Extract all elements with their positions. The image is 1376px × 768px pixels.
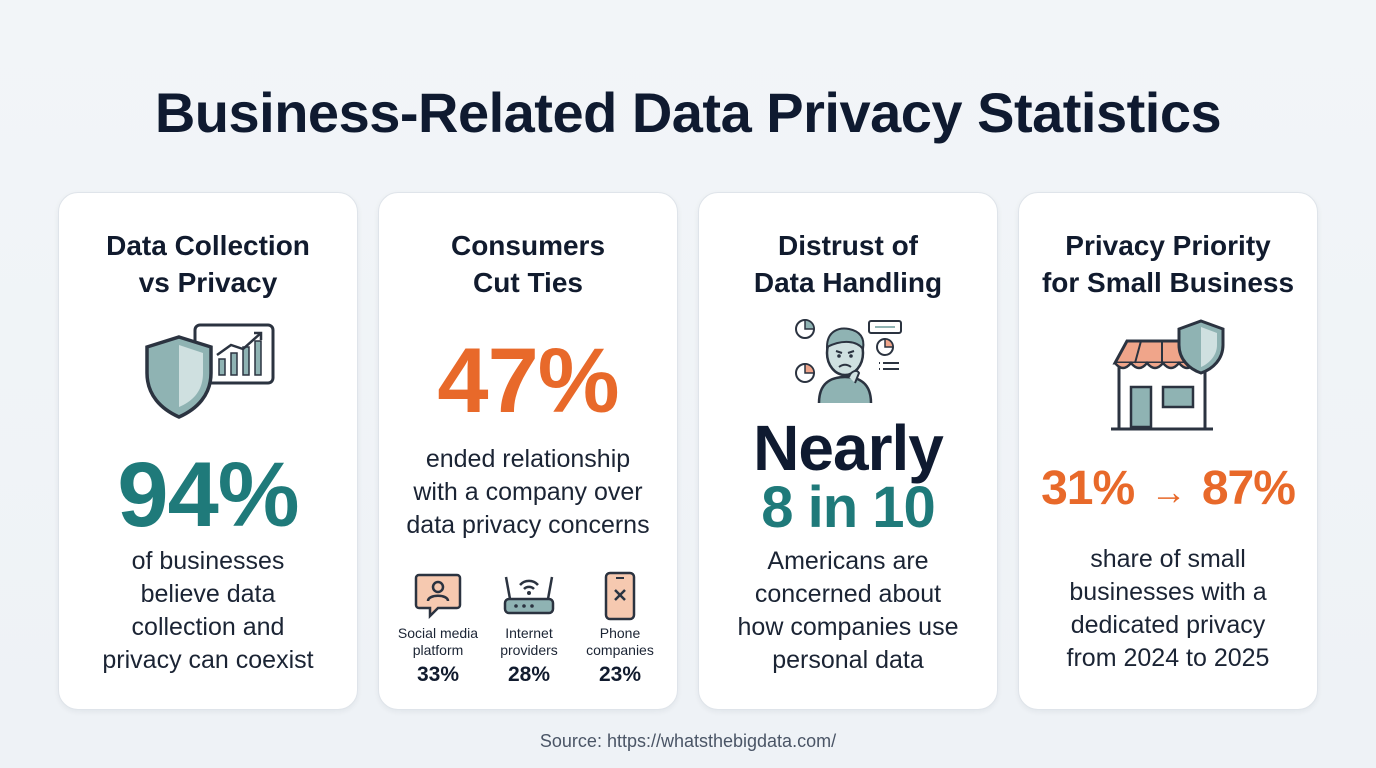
breakdown-internet-providers: Internet providers 28% — [484, 571, 574, 687]
desc-line-2: believe data — [140, 580, 276, 608]
phone-icon — [575, 571, 665, 621]
stat-to-value: 87% — [1201, 462, 1296, 515]
desc-line-4: from 2024 to 2025 — [1066, 644, 1270, 672]
card-title-line-2: Data Handling — [753, 267, 943, 298]
stat-description: of businesses believe data collection an… — [59, 545, 357, 677]
stat-value: 8 in 10 — [761, 475, 936, 540]
card-title-line-2: Cut Ties — [473, 267, 583, 298]
arrow-right-icon: → — [1150, 471, 1187, 512]
social-media-icon — [393, 571, 483, 620]
shield-chart-icon — [141, 321, 277, 426]
breakdown-label-line-2: companies — [586, 642, 654, 658]
stat-description: Americans are concerned about how compan… — [699, 545, 997, 677]
stat-change: 31% → 87% — [1019, 461, 1317, 520]
breakdown-label: Social media platform — [393, 625, 483, 659]
desc-line-3: data privacy concerns — [406, 511, 650, 539]
desc-line-1: share of small — [1090, 545, 1246, 573]
desc-line-3: dedicated privacy — [1070, 611, 1266, 639]
breakdown-social-media: Social media platform 33% — [393, 571, 483, 687]
breakdown-phone-companies: Phone companies 23% — [575, 571, 665, 687]
desc-line-2: with a company over — [413, 478, 643, 506]
desc-line-3: how companies use — [737, 613, 959, 641]
desc-line-4: privacy can coexist — [102, 646, 314, 674]
breakdown-label-line-1: Social media — [397, 625, 479, 641]
page-title: Business-Related Data Privacy Statistics — [154, 81, 1222, 144]
breakdown-label-line-1: Phone — [599, 625, 641, 641]
card-consumers-cut-ties: Consumers Cut Ties 47% ended relationshi… — [378, 192, 678, 710]
desc-line-1: Americans are — [767, 547, 929, 575]
breakdown-value: 28% — [507, 663, 551, 686]
router-icon — [484, 571, 574, 619]
card-title: Privacy Priority for Small Business — [1019, 227, 1317, 301]
card-data-collection: Data Collection vs Privacy 94% of busine… — [58, 192, 358, 710]
desc-line-1: of businesses — [131, 547, 285, 575]
breakdown-label-line-2: providers — [500, 642, 558, 658]
card-privacy-priority-small-business: Privacy Priority for Small Business 31% … — [1018, 192, 1318, 710]
card-distrust-data-handling: Distrust of Data Handling Ne — [698, 192, 998, 710]
stat-description: share of small businesses with a dedicat… — [1019, 543, 1317, 675]
desc-line-4: personal data — [772, 646, 924, 674]
stat-description: ended relationship with a company over d… — [379, 443, 677, 542]
breakdown-value: 23% — [598, 663, 642, 686]
card-title-line-2: vs Privacy — [138, 267, 278, 298]
desc-line-2: businesses with a — [1069, 578, 1267, 606]
breakdown-label: Phone companies — [575, 625, 665, 659]
card-title-line-2: for Small Business — [1041, 267, 1295, 298]
breakdown-label-line-1: Internet — [505, 625, 553, 641]
stat-value: 47% — [437, 330, 619, 432]
card-title-line-1: Consumers — [450, 230, 606, 261]
desc-line-3: collection and — [131, 613, 285, 641]
card-title-line-1: Distrust of — [778, 230, 918, 261]
stat-value: 94% — [117, 444, 299, 546]
card-title: Distrust of Data Handling — [699, 227, 997, 301]
breakdown-label: Internet providers — [484, 625, 574, 659]
card-title-line-1: Data Collection — [106, 230, 310, 261]
breakdown-value: 33% — [416, 663, 460, 686]
breakdown-label-line-2: platform — [412, 642, 464, 658]
stat-from-value: 31% — [1041, 462, 1135, 515]
storefront-shield-icon — [1111, 319, 1227, 440]
desc-line-1: ended relationship — [425, 445, 631, 473]
desc-line-2: concerned about — [754, 580, 942, 608]
card-title-line-1: Privacy Priority — [1065, 230, 1271, 261]
source-citation: Source: https://whatsthebigdata.com/ — [539, 731, 837, 751]
concerned-person-icon — [793, 317, 905, 408]
card-title: Consumers Cut Ties — [379, 227, 677, 301]
stat-qualifier: Nearly — [753, 412, 944, 484]
card-title: Data Collection vs Privacy — [59, 227, 357, 301]
